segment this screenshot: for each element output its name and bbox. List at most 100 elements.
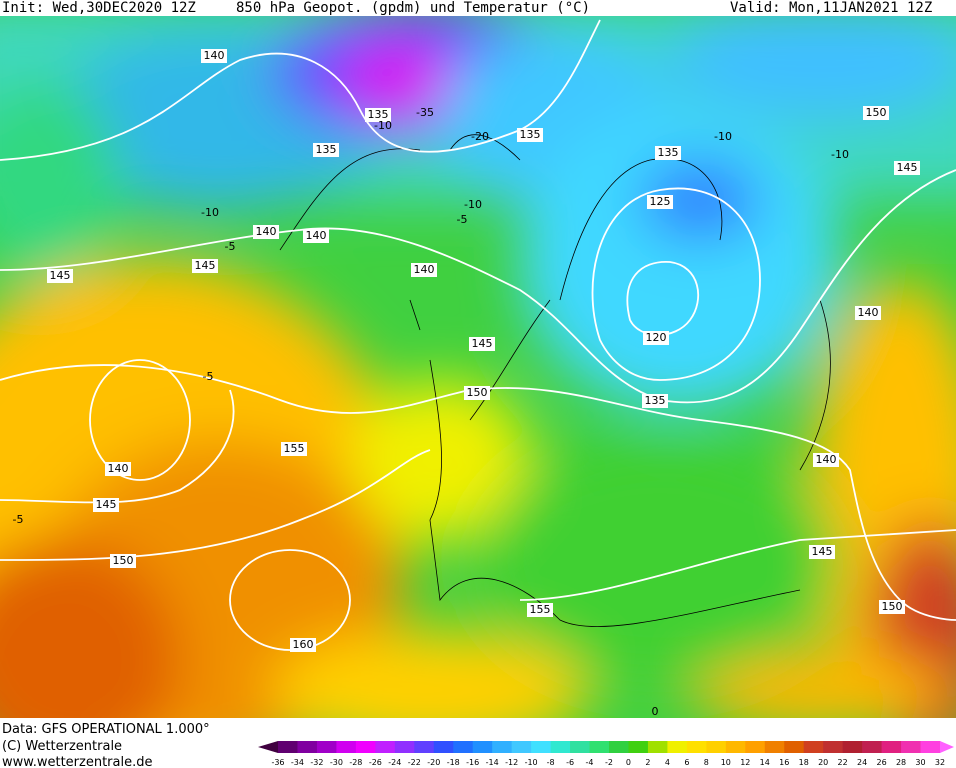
contour-label-box — [281, 442, 307, 456]
legend-swatch — [803, 741, 824, 753]
header-bar — [0, 0, 956, 16]
legend-swatch — [492, 741, 513, 753]
contour-label: 140 — [256, 225, 277, 238]
legend-swatch — [589, 741, 610, 753]
legend-swatch — [881, 741, 902, 753]
contour-label-box — [655, 146, 681, 160]
contour-label: 135 — [658, 146, 679, 159]
legend-swatch — [706, 741, 727, 753]
contour-label: 135 — [520, 128, 541, 141]
legend-label: -18 — [447, 758, 460, 767]
contour-label: 140 — [816, 453, 837, 466]
legend-label: 16 — [779, 758, 789, 767]
contour-label-box — [643, 331, 669, 345]
legend-swatch — [686, 741, 707, 753]
legend-label: 8 — [704, 758, 709, 767]
data-source: Data: GFS OPERATIONAL 1.000° — [2, 722, 210, 737]
contour-label: -10 — [464, 198, 482, 211]
legend-swatch — [842, 741, 863, 753]
contour-label: -10 — [374, 119, 392, 132]
legend-swatch — [570, 741, 591, 753]
contour-label: -10 — [714, 130, 732, 143]
legend-arrow-low — [258, 741, 278, 753]
legend-label: -24 — [388, 758, 401, 767]
contour-label-box — [527, 603, 553, 617]
contour-label-box — [290, 638, 316, 652]
contour-label: 145 — [96, 498, 117, 511]
contour-label: -5 — [225, 240, 236, 253]
legend-label: -22 — [408, 758, 421, 767]
legend-label: 2 — [645, 758, 650, 767]
legend-label: -6 — [566, 758, 574, 767]
contour-label: -5 — [203, 370, 214, 383]
legend-label: 28 — [896, 758, 906, 767]
legend-swatch — [745, 741, 766, 753]
legend-label: -10 — [525, 758, 538, 767]
legend-label: -16 — [466, 758, 479, 767]
contour-label-box — [517, 128, 543, 142]
legend-label: 6 — [684, 758, 689, 767]
contour-label: 150 — [467, 386, 488, 399]
contour-label-box — [809, 545, 835, 559]
init-time: Init: Wed,30DEC2020 12Z — [2, 0, 196, 16]
legend-label: 4 — [665, 758, 670, 767]
legend-label: 20 — [818, 758, 828, 767]
legend-swatch — [375, 741, 396, 753]
geopotential-contours — [0, 19, 956, 651]
legend-label: 24 — [857, 758, 867, 767]
contour-label-box — [894, 161, 920, 175]
legend-swatch — [472, 741, 493, 753]
legend-label: -28 — [349, 758, 362, 767]
legend-label: -2 — [605, 758, 613, 767]
coastlines — [279, 134, 831, 627]
contour-label-box — [365, 108, 391, 122]
contour-label: -5 — [457, 213, 468, 226]
contour-label-box — [110, 554, 136, 568]
legend-label: 14 — [760, 758, 770, 767]
legend-label: -14 — [486, 758, 499, 767]
contour-label: 135 — [368, 108, 389, 121]
contour-label: 145 — [50, 269, 71, 282]
legend-label: 12 — [740, 758, 750, 767]
contour-label: 140 — [108, 462, 129, 475]
contour-label: 150 — [866, 106, 887, 119]
legend-label: 18 — [799, 758, 809, 767]
contour-label: 150 — [113, 554, 134, 567]
legend-label: 0 — [626, 758, 631, 767]
contour-label: -35 — [416, 106, 434, 119]
contour-label-box — [93, 498, 119, 512]
legend-swatch — [355, 741, 376, 753]
contour-label-box — [879, 600, 905, 614]
map-title: 850 hPa Geopot. (gpdm) und Temperatur (°… — [236, 0, 590, 16]
legend-swatch — [784, 741, 805, 753]
contour-label: 125 — [650, 195, 671, 208]
contour-label: 120 — [646, 331, 667, 344]
legend-swatch — [764, 741, 785, 753]
contour-label-box — [192, 259, 218, 273]
contour-label: 135 — [645, 394, 666, 407]
contour-label-box — [813, 453, 839, 467]
contour-label-box — [303, 229, 329, 243]
legend-swatch — [823, 741, 844, 753]
contour-label-box — [469, 337, 495, 351]
legend-label: 30 — [915, 758, 925, 767]
contour-label: 160 — [293, 638, 314, 651]
contour-label: 150 — [882, 600, 903, 613]
contour-label: 140 — [414, 263, 435, 276]
contour-label: 145 — [472, 337, 493, 350]
contour-label: 140 — [858, 306, 879, 319]
contour-label-box — [647, 195, 673, 209]
legend-label: 32 — [935, 758, 945, 767]
legend-swatch — [609, 741, 629, 753]
legend-swatch — [550, 741, 571, 753]
valid-time: Valid: Mon,11JAN2021 12Z — [730, 0, 932, 16]
contour-label-box — [411, 263, 437, 277]
contour-label: 155 — [284, 442, 305, 455]
color-legend: -36 -34 -32 -30 -28 -26 -24 -22 -20 -18 -16 -14 -12-… — [258, 741, 954, 767]
contour-label: 145 — [897, 161, 918, 174]
contour-label: 140 — [204, 49, 225, 62]
legend-swatch — [453, 741, 474, 753]
contour-label: 155 — [530, 603, 551, 616]
contour-label-box — [863, 106, 889, 120]
